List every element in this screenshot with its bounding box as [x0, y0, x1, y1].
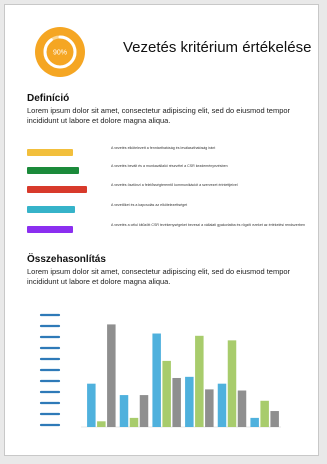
bar [217, 383, 227, 427]
bar [97, 421, 106, 427]
bar [227, 340, 237, 427]
bar [129, 417, 139, 427]
criterion-item: A vezetés a célul kitűzött CSR tevékenys… [27, 223, 312, 237]
criterion-swatch [27, 226, 73, 233]
bar [250, 417, 259, 427]
definition-text: Lorem ipsum dolor sit amet, consectetur … [27, 106, 291, 125]
criterion-swatch [27, 167, 79, 174]
criterion-item: A vezetés elkötelezett a fenntarthatóság… [27, 146, 312, 160]
badge-background [35, 27, 85, 77]
bar [119, 395, 129, 427]
page-title: Vezetés kritérium értékelése [123, 39, 312, 56]
bar [237, 390, 247, 427]
bar [205, 389, 214, 427]
criterion-text: A vezetés elkötelezett a fenntarthatóság… [111, 146, 216, 150]
criterion-item: A vezetés bevált és a munkavállalói rész… [27, 164, 312, 178]
bar [195, 335, 204, 427]
criterion-swatch [27, 186, 87, 193]
comparison-chart [19, 305, 311, 453]
comparison-text: Lorem ipsum dolor sit amet, consectetur … [27, 267, 291, 286]
bar [87, 383, 96, 427]
bar [162, 360, 171, 427]
bar [107, 324, 116, 427]
score-badge: 90% [35, 27, 85, 77]
bar [139, 395, 149, 427]
comparison-heading: Összehasonlítás [27, 254, 106, 265]
criterion-text: A vezetés bevált és a munkavállalói rész… [111, 164, 228, 168]
criterion-swatch [27, 206, 75, 213]
comparison-chart-svg [39, 313, 281, 428]
criterion-text: A vezetés a célul kitűzött CSR tevékenys… [111, 223, 305, 227]
criterion-text: A vezetőket és a kapcsolás az elköteleze… [111, 203, 188, 207]
document-page: 90% Vezetés kritérium értékelése Definíc… [4, 4, 319, 456]
badge-progress-arc [43, 35, 77, 69]
criterion-text: A vezetés ösztönzi a felelősségteremtő k… [111, 183, 238, 187]
bar [260, 400, 269, 427]
criterion-swatch [27, 149, 73, 156]
criterion-item: A vezetőket és a kapcsolás az elköteleze… [27, 203, 312, 217]
criterion-item: A vezetés ösztönzi a felelősségteremtő k… [27, 183, 312, 197]
bar [152, 333, 161, 427]
bar [185, 376, 194, 427]
bar [172, 377, 181, 427]
bar [270, 411, 279, 427]
definition-heading: Definíció [27, 93, 70, 104]
badge-value: 90% [53, 50, 67, 57]
